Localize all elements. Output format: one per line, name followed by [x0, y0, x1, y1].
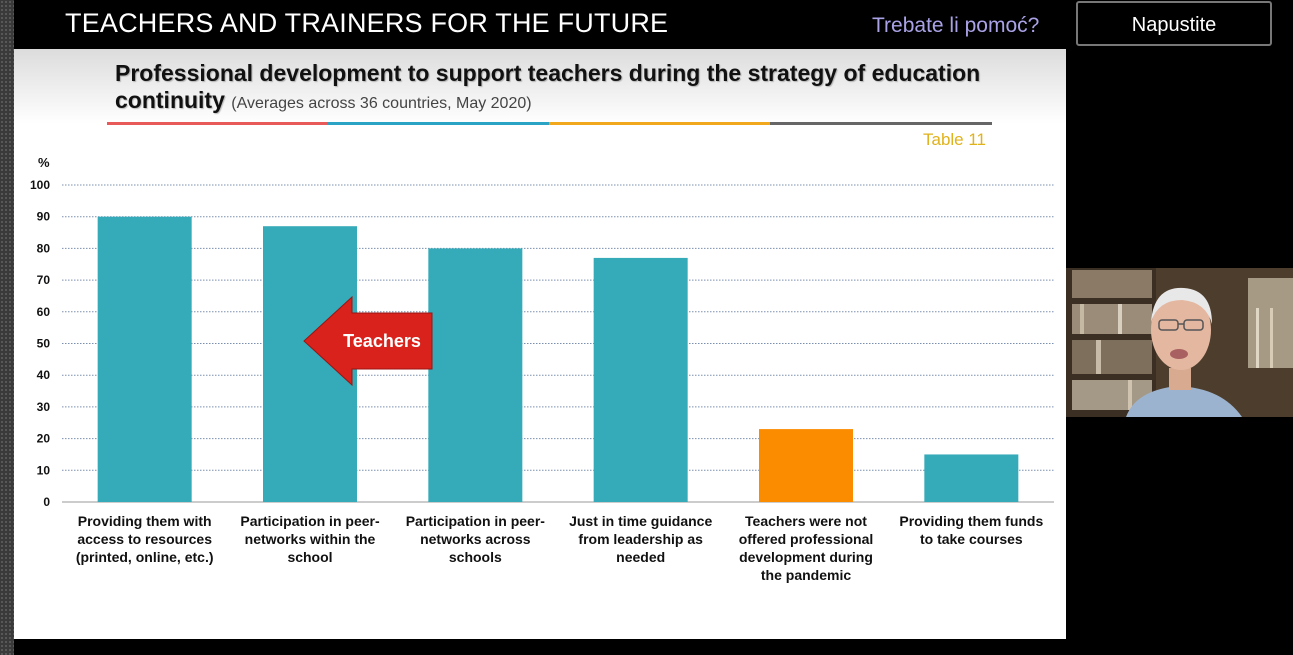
- bar-chart: % 0 10 20 30 40 50 60 70 80 90 100 Providing them wi…: [30, 155, 1054, 583]
- y-tick-label: 60: [37, 305, 51, 319]
- y-tick-label: 20: [37, 432, 51, 446]
- teachers-arrow-icon: [303, 295, 433, 387]
- y-tick-label: 0: [43, 495, 50, 509]
- help-link[interactable]: Trebate li pomoć?: [872, 14, 1040, 37]
- x-category-label: Providing them funds to take courses: [899, 513, 1043, 547]
- divider-segment-blue: [327, 122, 549, 125]
- bar: [97, 216, 192, 502]
- shared-slide: Professional development to support teac…: [14, 49, 1066, 639]
- slide-title: Professional development to support teac…: [115, 60, 995, 117]
- divider-segment-orange: [549, 122, 770, 125]
- y-tick-label: 100: [30, 178, 50, 192]
- slide-subtitle: (Averages across 36 countries, May 2020): [231, 95, 532, 112]
- x-category-label: Teachers were not offered professional dev…: [739, 513, 874, 583]
- divider-segment-red: [107, 122, 327, 125]
- participant-video[interactable]: [1066, 268, 1293, 417]
- y-tick-label: 50: [37, 337, 51, 351]
- y-tick-label: 30: [37, 400, 51, 414]
- y-tick-label: 10: [37, 463, 51, 477]
- arrow-label: Teachers: [343, 331, 421, 351]
- bar: [593, 257, 688, 502]
- y-tick-label: 90: [37, 210, 51, 224]
- bar: [924, 454, 1019, 502]
- slide-title-main: Professional development to support teac…: [115, 60, 981, 113]
- leave-meeting-button[interactable]: Napustite: [1076, 1, 1272, 46]
- x-category-label: Participation in peer-networks across sch…: [406, 513, 546, 565]
- x-category-label: Participation in peer-networks within th…: [240, 513, 380, 565]
- bar: [428, 248, 523, 502]
- y-tick-label: 40: [37, 368, 51, 382]
- y-tick-label: 80: [37, 241, 51, 255]
- meeting-header: [14, 0, 1066, 50]
- bottom-bar: [14, 639, 1066, 655]
- meeting-title: TEACHERS AND TRAINERS FOR THE FUTURE: [65, 8, 669, 38]
- speaker-figure: [1126, 287, 1242, 417]
- bookshelf: [1066, 268, 1156, 417]
- x-category-label: Providing them with access to resources (p…: [76, 513, 214, 565]
- table-label: Table 11: [923, 130, 987, 149]
- y-axis-label: %: [38, 155, 50, 170]
- divider-segment-gray: [770, 122, 992, 125]
- x-category-label: Just in time guidance from leadership as n…: [569, 513, 712, 565]
- bar: [759, 429, 853, 502]
- y-tick-label: 70: [37, 273, 51, 287]
